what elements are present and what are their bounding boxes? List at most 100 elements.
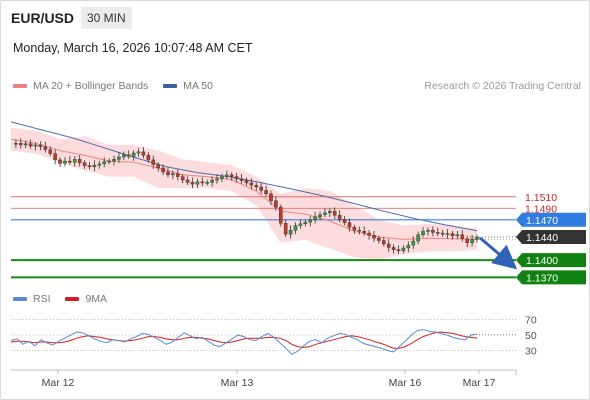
bollinger-band (11, 127, 477, 261)
candle-bear (337, 214, 342, 220)
symbol-title: EUR/USD (11, 10, 75, 26)
candle-bull (401, 247, 406, 252)
candle-bull (210, 179, 214, 183)
resistance-label: 1.1510 (525, 192, 557, 204)
candle-bear (259, 186, 263, 191)
candle-bull (131, 152, 136, 157)
resistance-label: 1.1490 (525, 203, 557, 215)
credit-text: Research © 2026 Trading Central (424, 80, 581, 92)
candle-bull (97, 163, 102, 166)
bollinger-band-area (11, 127, 477, 261)
candle-bear (200, 181, 205, 184)
ma50-legend-label: MA 50 (183, 80, 213, 92)
candle-bear (342, 219, 347, 223)
rsi-line (10, 329, 478, 355)
rsi-ma-line (10, 331, 478, 349)
rsi-level-label: 70 (525, 315, 537, 327)
candle-bear (377, 238, 381, 241)
candle-bull (225, 174, 229, 177)
candle-bull (303, 221, 308, 225)
x-tick-label: Mar 17 (463, 377, 496, 389)
candle-bull (308, 219, 313, 223)
candle-bear (190, 182, 195, 185)
candle-bull (107, 160, 111, 163)
rsi-ma-swatch (65, 297, 80, 302)
candle-bear (332, 210, 337, 216)
time-axis: Mar 12 Mar 13 Mar 16 Mar 17 (11, 369, 517, 389)
candle-bull (136, 151, 141, 154)
x-tick-label: Mar 16 (389, 377, 422, 389)
candle-bull (92, 164, 97, 168)
candle-bear (43, 146, 48, 150)
candle-bear (19, 143, 23, 146)
candle-bear (239, 178, 244, 181)
candle-bear (283, 223, 288, 235)
candle-bull (122, 154, 126, 158)
candle-bull (215, 178, 219, 181)
rsi-panel: 70 50 30 (10, 315, 537, 357)
candle-bear (382, 240, 386, 245)
x-tick-label: Mar 13 (221, 377, 254, 389)
candle-bear (431, 229, 435, 233)
candle-bull (421, 231, 425, 235)
rsi-swatch (13, 297, 27, 302)
ma50-line (10, 121, 478, 232)
candle-bear (146, 155, 151, 161)
candlesticks (14, 138, 479, 255)
support-label: 1.1370 (526, 272, 558, 284)
candle-bull (33, 144, 38, 147)
timeframe-badge[interactable]: 30 MIN (81, 7, 132, 29)
ma20-swatch (13, 84, 27, 89)
candle-bear (278, 206, 283, 224)
candle-bear (391, 247, 396, 250)
candle-bear (362, 231, 366, 234)
candle-bull (328, 210, 332, 214)
candle-bull (445, 233, 450, 235)
candle-bear (166, 171, 170, 176)
rsi-legend: RSI 9MA (13, 293, 107, 305)
candle-bear (249, 182, 254, 186)
candle-bear (396, 249, 401, 252)
candle-bull (411, 240, 416, 246)
candle-bear (53, 153, 57, 161)
candle-bull (117, 156, 121, 160)
candle-bull (112, 159, 116, 162)
pivot-label: 1.1470 (526, 215, 558, 227)
current-price-tag (516, 230, 586, 245)
x-tick-label: Mar 12 (42, 377, 75, 389)
candle-bull (205, 182, 210, 184)
candle-bear (141, 151, 146, 156)
candle-bear (465, 238, 469, 244)
candle-bear (68, 160, 72, 163)
candle-bear (28, 143, 33, 147)
candle-bull (72, 159, 77, 163)
support-tag (516, 270, 586, 285)
candle-bear (229, 174, 234, 177)
candle-bull (171, 173, 175, 176)
candle-bear (372, 235, 376, 239)
candle-bull (318, 214, 322, 218)
candle-bear (254, 185, 259, 188)
candle-bear (357, 229, 362, 232)
candle-bull (426, 229, 430, 232)
candle-bull (102, 161, 106, 165)
ma50-swatch (163, 84, 178, 89)
candle-bear (264, 190, 268, 195)
rsi-legend-label: RSI (33, 293, 51, 305)
candle-bear (450, 233, 455, 237)
rsi-level-label: 50 (525, 330, 537, 342)
forecast-arrow-line (479, 236, 518, 270)
candle-bear (367, 232, 371, 236)
candle-bull (470, 239, 474, 244)
candle-bull (63, 160, 67, 164)
candle-bull (14, 143, 18, 145)
candle-bull (475, 236, 479, 240)
current-price-label: 1.1440 (526, 232, 558, 244)
ma20-line (10, 138, 478, 240)
candle-bear (435, 232, 440, 234)
candle-bull (23, 143, 28, 146)
candle-bull (220, 176, 224, 180)
price-legend: MA 20 + Bollinger Bands MA 50 (13, 80, 213, 92)
candle-bear (161, 167, 165, 173)
